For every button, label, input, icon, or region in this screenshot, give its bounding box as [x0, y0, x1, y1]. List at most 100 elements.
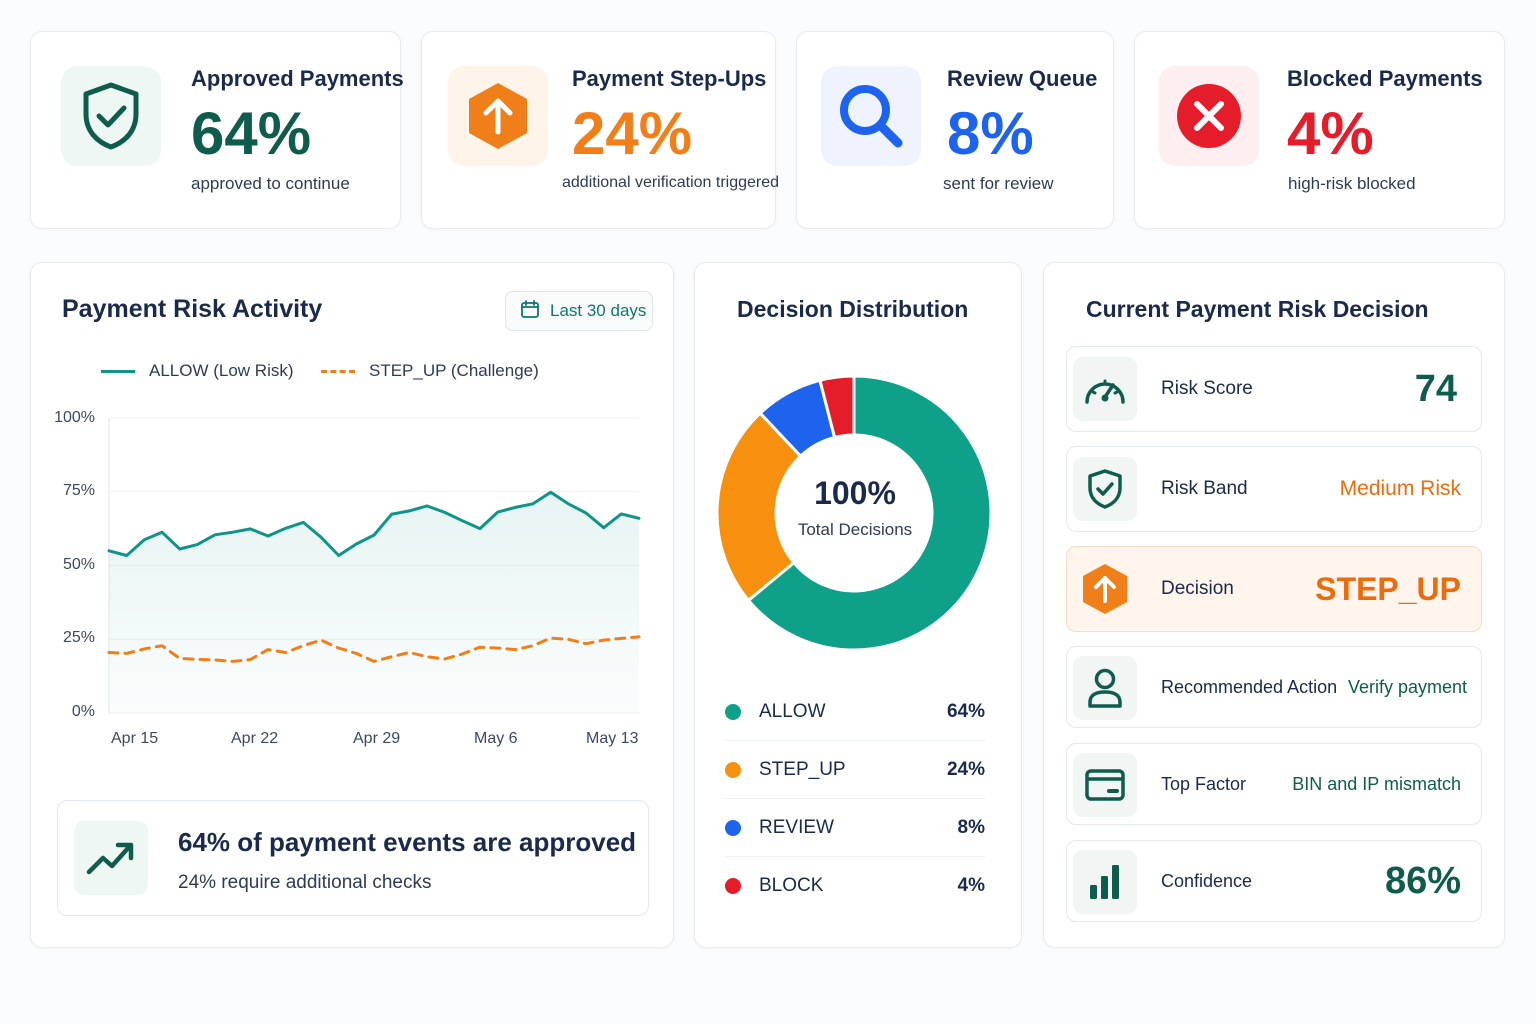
y-tick-label: 50% [62, 556, 95, 573]
top-factor-value: BIN and IP mismatch [1292, 773, 1461, 794]
x-tick-label: Apr 22 [231, 730, 279, 747]
distribution-row-review: REVIEW 8% [725, 799, 985, 857]
bar-chart-icon [1073, 850, 1137, 914]
kpi-card-blocked: Blocked Payments 4% high-risk blocked [1134, 31, 1505, 229]
risk-row-label: Risk Band [1161, 478, 1248, 499]
legend-step-up: STEP_UP (Challenge) [321, 361, 539, 381]
kpi-value: 64% [191, 100, 312, 167]
donut-slice-allow [746, 374, 993, 652]
recommended-action-row: Recommended Action Verify payment [1066, 646, 1482, 728]
user-icon [1073, 656, 1137, 720]
calendar-icon [520, 299, 540, 324]
date-range-button[interactable]: Last 30 days [505, 291, 653, 331]
insight-banner: 64% of payment events are approved 24% r… [57, 800, 649, 916]
series-line-step-up [107, 635, 641, 663]
kpi-card-approved: Approved Payments 64% approved to contin… [30, 31, 404, 229]
distribution-pct: 24% [946, 758, 985, 780]
risk-score-row: Risk Score 74 [1066, 346, 1482, 432]
distribution-pct: 4% [957, 875, 985, 896]
kpi-subtitle: high-risk blocked [1288, 174, 1416, 193]
x-tick-label: May 13 [586, 730, 639, 747]
arrow-up-icon [1073, 557, 1137, 621]
distribution-row-step-up: STEP_UP 24% [725, 741, 985, 799]
series-area-fill [109, 492, 639, 713]
kpi-card-review: Review Queue 8% sent for review [796, 31, 1114, 229]
confidence-value: 86% [1384, 859, 1461, 902]
legend-dot [725, 703, 741, 720]
card-icon [1073, 753, 1137, 817]
kpi-subtitle: sent for review [943, 174, 1054, 193]
decision-donut-chart [715, 374, 993, 652]
decision-title: Current Payment Risk Decision [1086, 296, 1429, 322]
y-tick-label: 25% [62, 629, 95, 646]
x-tick-label: Apr 29 [353, 730, 401, 747]
confidence-row: Confidence 86% [1066, 840, 1482, 922]
gauge-icon [1073, 357, 1137, 421]
insight-subtext: 24% require additional checks [178, 872, 432, 893]
distribution-pct: 8% [957, 816, 985, 838]
risk-row-label: Recommended Action [1161, 676, 1338, 697]
y-tick-label: 75% [62, 482, 95, 499]
risk-row-label: Top Factor [1161, 773, 1247, 794]
legend-allow: ALLOW (Low Risk) [101, 361, 294, 381]
distribution-label: ALLOW [759, 700, 826, 722]
x-tick-label: May 6 [474, 730, 518, 747]
kpi-card-step-ups: Payment Step-Ups 24% additional verifica… [421, 31, 780, 229]
donut-center-label: Total Decisions [797, 520, 913, 539]
kpi-subtitle: additional verification triggered [562, 174, 780, 191]
search-icon [821, 66, 921, 166]
kpi-value: 24% [572, 100, 693, 167]
arrow-up-icon [448, 66, 548, 166]
trend-up-icon [74, 821, 148, 895]
legend-label: ALLOW (Low Risk) [149, 361, 294, 380]
activity-panel: Payment Risk Activity Last 30 days ALLOW… [30, 262, 674, 948]
kpi-title: Payment Step-Ups [572, 66, 767, 91]
risk-band-row: Risk Band Medium Risk [1066, 446, 1482, 532]
distribution-label: REVIEW [759, 816, 834, 838]
shield-check-icon [1073, 457, 1137, 521]
insight-headline: 64% of payment events are approved [178, 827, 637, 857]
kpi-value: 4% [1287, 100, 1374, 167]
risk-score-value: 74 [1414, 367, 1457, 410]
kpi-title: Blocked Payments [1287, 66, 1483, 91]
kpi-value: 8% [947, 100, 1034, 167]
risk-row-label: Confidence [1161, 870, 1253, 891]
kpi-title: Approved Payments [191, 66, 404, 91]
risk-row-label: Decision [1161, 578, 1234, 599]
top-factor-row: Top Factor BIN and IP mismatch [1066, 743, 1482, 825]
distribution-label: STEP_UP [759, 758, 846, 780]
legend-label: STEP_UP (Challenge) [369, 361, 539, 380]
donut-slice-block [818, 374, 856, 440]
distribution-title: Decision Distribution [737, 296, 969, 322]
x-tick-label: Apr 15 [111, 730, 159, 747]
risk-activity-chart [107, 417, 641, 714]
distribution-pct: 64% [946, 700, 985, 722]
donut-center-value: 100% [814, 475, 896, 511]
risk-row-label: Risk Score [1161, 378, 1253, 399]
decision-value: STEP_UP [1315, 570, 1461, 607]
distribution-label: BLOCK [759, 875, 824, 896]
donut-slice-step-up [715, 411, 803, 603]
kpi-subtitle: approved to continue [191, 174, 350, 193]
kpi-title: Review Queue [947, 66, 1098, 91]
date-range-label: Last 30 days [550, 301, 647, 320]
legend-dot [725, 761, 741, 778]
risk-band-value: Medium Risk [1339, 477, 1461, 500]
legend-dot [725, 819, 741, 836]
y-tick-label: 100% [54, 409, 95, 426]
distribution-row-block: BLOCK 4% [725, 857, 985, 915]
distribution-row-allow: ALLOW 64% [725, 683, 985, 741]
decision-row: Decision STEP_UP [1066, 546, 1482, 632]
close-circle-icon [1159, 66, 1259, 166]
shield-check-icon [61, 66, 161, 166]
legend-swatch [321, 369, 355, 373]
decision-panel: Current Payment Risk Decision Risk Score… [1043, 262, 1505, 948]
legend-dot [725, 878, 741, 894]
y-tick-label: 0% [71, 703, 95, 720]
series-line-allow [107, 490, 641, 557]
donut-center: 100% Total Decisions [775, 475, 935, 540]
recommended-action-value: Verify payment [1347, 676, 1467, 697]
activity-title: Payment Risk Activity [62, 295, 323, 323]
legend-swatch [101, 369, 135, 373]
distribution-panel: Decision Distribution 100% Total Decisio… [694, 262, 1022, 948]
